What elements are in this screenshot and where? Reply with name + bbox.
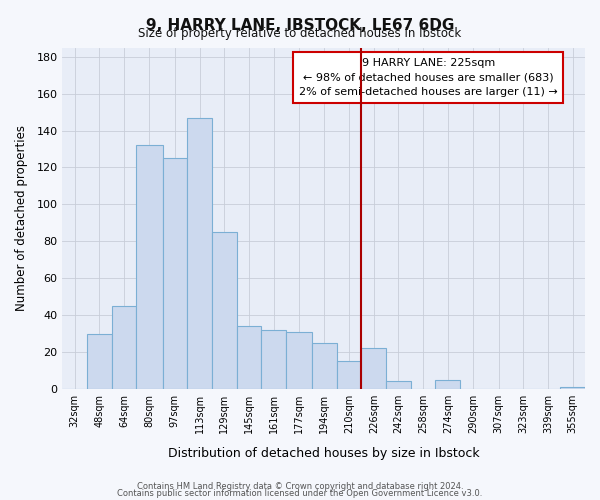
Bar: [87, 334, 112, 389]
Bar: [286, 332, 312, 389]
Y-axis label: Number of detached properties: Number of detached properties: [15, 125, 28, 311]
Bar: [361, 348, 386, 389]
Bar: [136, 146, 163, 389]
Bar: [112, 306, 136, 389]
Text: Contains public sector information licensed under the Open Government Licence v3: Contains public sector information licen…: [118, 489, 482, 498]
Bar: [261, 330, 286, 389]
Bar: [436, 380, 460, 389]
Text: Contains HM Land Registry data © Crown copyright and database right 2024.: Contains HM Land Registry data © Crown c…: [137, 482, 463, 491]
Bar: [236, 326, 261, 389]
Bar: [187, 118, 212, 389]
Bar: [337, 361, 361, 389]
Bar: [212, 232, 236, 389]
Text: 9 HARRY LANE: 225sqm
← 98% of detached houses are smaller (683)
2% of semi-detac: 9 HARRY LANE: 225sqm ← 98% of detached h…: [299, 58, 557, 98]
X-axis label: Distribution of detached houses by size in Ibstock: Distribution of detached houses by size …: [168, 447, 479, 460]
Bar: [386, 382, 411, 389]
Bar: [560, 387, 585, 389]
Bar: [163, 158, 187, 389]
Text: 9, HARRY LANE, IBSTOCK, LE67 6DG: 9, HARRY LANE, IBSTOCK, LE67 6DG: [146, 18, 454, 32]
Text: Size of property relative to detached houses in Ibstock: Size of property relative to detached ho…: [139, 28, 461, 40]
Bar: [312, 342, 337, 389]
